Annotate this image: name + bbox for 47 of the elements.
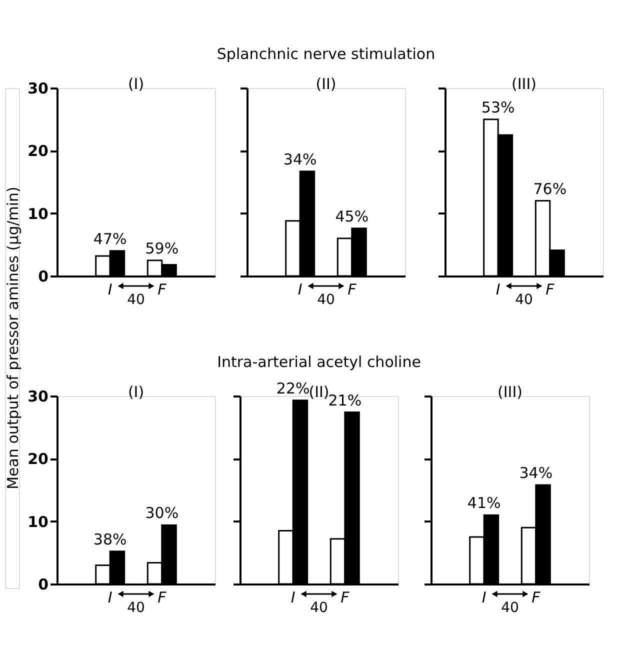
chart-title: (III) <box>498 383 522 401</box>
annotation: 38% <box>93 530 127 548</box>
y-tick-label: 30 <box>28 388 48 406</box>
text: 40 <box>127 292 145 308</box>
x-tick-label: I <box>108 588 113 606</box>
annotation: 45% <box>335 207 369 226</box>
text: 40 <box>317 292 335 308</box>
x-tick-label: F <box>348 280 357 298</box>
chart-title: (II) <box>308 383 330 401</box>
chart-subtitle: Intra-arterial acetyl choline <box>217 353 421 371</box>
x-tick-label: I <box>496 280 501 298</box>
x-tick-label: I <box>482 588 487 606</box>
chart-title: (I) <box>128 75 144 93</box>
text: 40 <box>501 600 519 616</box>
chart-title: (I) <box>128 383 144 401</box>
y-tick-label: 30 <box>28 80 48 98</box>
x-tick-label: F <box>340 588 350 606</box>
x-tick-label: I <box>108 280 113 298</box>
y-tick-label: 0 <box>38 576 48 594</box>
text: 40 <box>127 600 145 616</box>
annotation: 47% <box>93 230 127 248</box>
x-tick-label: I <box>298 280 303 298</box>
chart-title: (II) <box>316 75 336 93</box>
annotation: 59% <box>145 239 179 258</box>
annotation: 21% <box>328 391 362 410</box>
y-tick-label: 0 <box>38 268 48 286</box>
x-tick-label: F <box>158 588 167 606</box>
annotation: 34% <box>519 464 553 482</box>
x-tick-label: F <box>158 280 167 298</box>
y-tick-label: 20 <box>28 450 48 468</box>
annotation: 76% <box>533 180 567 198</box>
annotation: 30% <box>145 504 179 522</box>
annotation: 34% <box>283 150 317 168</box>
y-tick-label: 10 <box>28 204 48 223</box>
x-tick-label: I <box>290 588 296 606</box>
y-tick-label: 20 <box>28 142 48 160</box>
x-tick-label: F <box>532 588 541 606</box>
annotation: 22% <box>276 379 310 398</box>
chart-subtitle: Splanchnic nerve stimulation <box>216 45 436 63</box>
annotation: 41% <box>467 494 501 512</box>
chart-title: (III) <box>512 75 536 93</box>
annotation: 53% <box>481 98 515 116</box>
y-axis-title: Mean output of pressor amines (μg/min) <box>4 186 22 490</box>
x-tick-label: F <box>546 280 555 298</box>
y-tick-label: 10 <box>28 512 48 531</box>
text: 40 <box>310 600 328 616</box>
text: 40 <box>515 292 533 308</box>
